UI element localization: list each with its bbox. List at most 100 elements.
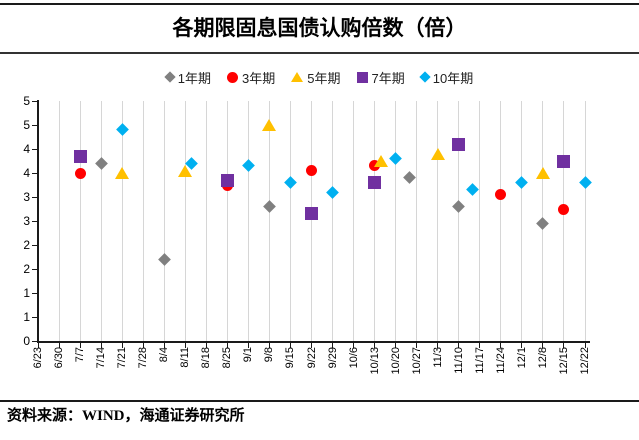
legend-item-1年期: 1年期 [164,68,211,87]
y-axis-label: 3 [23,190,30,204]
x-axis-label: 9/8 [263,347,276,363]
y-axis-label: 4 [23,166,30,180]
legend-diamond-icon [164,71,176,83]
vertical-gridline [332,101,334,341]
data-point-5年期 [115,167,130,179]
x-axis-label: 11/17 [473,347,486,374]
chart-title: 各期限固息国债认购倍数（倍） [172,16,467,40]
y-axis-tick [32,316,38,318]
y-axis-tick [32,196,38,198]
y-axis-label: 1 [23,310,30,324]
y-axis-tick [32,340,38,342]
x-axis-tick [374,343,376,348]
data-point-1年期 [536,217,550,230]
legend-label: 3年期 [242,70,276,86]
data-point-3年期 [306,165,317,177]
vertical-gridline [521,101,523,341]
vertical-gridline [584,101,586,341]
x-axis-label: 12/22 [579,347,591,375]
vertical-gridline [416,101,418,341]
y-axis-label: 0 [23,334,30,348]
vertical-gridline [500,101,502,341]
x-axis-label: 7/28 [137,347,150,369]
x-axis-label: 7/14 [95,347,108,369]
vertical-gridline [289,101,291,341]
x-axis-label: 9/1 [242,347,255,363]
x-axis-tick [584,343,586,348]
x-axis-label: 10/20 [389,347,402,375]
y-axis-tick [32,268,38,270]
data-point-5年期 [262,119,277,131]
x-axis-tick [521,343,523,348]
vertical-gridline [563,101,565,341]
data-point-7年期 [305,207,318,221]
x-axis-label: 6/30 [53,347,66,369]
legend-label: 7年期 [371,70,405,86]
data-point-7年期 [73,149,87,163]
vertical-gridline [100,101,102,341]
legend-diamond-icon [419,71,431,83]
plot-area [38,101,592,341]
x-axis-label: 10/13 [368,347,381,375]
vertical-gridline [311,101,312,341]
vertical-gridline [121,101,123,341]
legend-item-10年期: 10年期 [419,68,474,87]
data-point-10年期 [326,185,339,199]
data-point-10年期 [466,183,480,197]
legend-item-5年期: 5年期 [291,68,341,87]
legend-item-7年期: 7年期 [356,68,405,87]
vertical-gridline [163,101,165,341]
data-point-7年期 [452,137,466,151]
x-axis-label: 7/21 [116,347,129,369]
y-axis-label: 3 [23,214,30,228]
x-axis-label: 9/15 [284,347,297,369]
vertical-gridline [58,101,60,341]
data-point-7年期 [220,173,234,187]
x-axis-label: 6/23 [32,347,44,369]
x-axis-tick [395,343,397,348]
data-point-10年期 [115,123,129,137]
data-point-1年期 [94,157,108,170]
legend-label: 10年期 [432,70,474,86]
x-axis-tick [542,343,544,348]
data-point-3年期 [558,203,570,215]
y-axis-label: 1 [23,286,30,300]
source-note: 资料来源：WIND，海通证券研究所 [7,408,245,424]
y-axis-tick [32,172,38,174]
data-point-1年期 [263,200,276,213]
x-axis-tick [353,343,355,348]
x-axis-label: 8/11 [179,347,192,368]
x-axis-label: 9/29 [326,347,339,369]
x-axis-tick [268,343,270,348]
x-axis-tick [479,343,481,348]
y-axis-tick [32,100,38,102]
x-axis-tick [163,343,165,348]
title-divider-rule [0,52,639,54]
x-axis-tick [79,343,81,348]
x-axis-label: 12/15 [557,347,570,375]
legend-item-3年期: 3年期 [227,68,275,87]
data-point-5年期 [535,167,550,179]
y-axis-line [37,100,39,342]
legend: 1年期 3年期 5年期 7年期 10年期 [0,66,639,88]
vertical-gridline [353,101,355,341]
x-axis-tick [100,343,102,348]
vertical-gridline [205,101,207,341]
data-point-1年期 [403,171,417,185]
y-axis-tick [32,292,38,294]
data-point-5年期 [430,147,445,160]
x-axis-tick [289,343,291,348]
x-axis-tick [142,343,144,348]
x-axis-tick [58,343,60,348]
x-axis-label: 12/1 [515,347,528,369]
vertical-gridline [458,101,460,341]
data-point-10年期 [389,152,403,165]
x-axis-label: 8/25 [221,347,234,369]
x-axis-label: 9/22 [305,347,318,369]
vertical-gridline [437,101,439,341]
x-axis-label: 7/7 [74,347,87,363]
x-axis-tick [184,343,186,348]
vertical-gridline [79,101,81,341]
x-axis-tick [226,343,228,348]
